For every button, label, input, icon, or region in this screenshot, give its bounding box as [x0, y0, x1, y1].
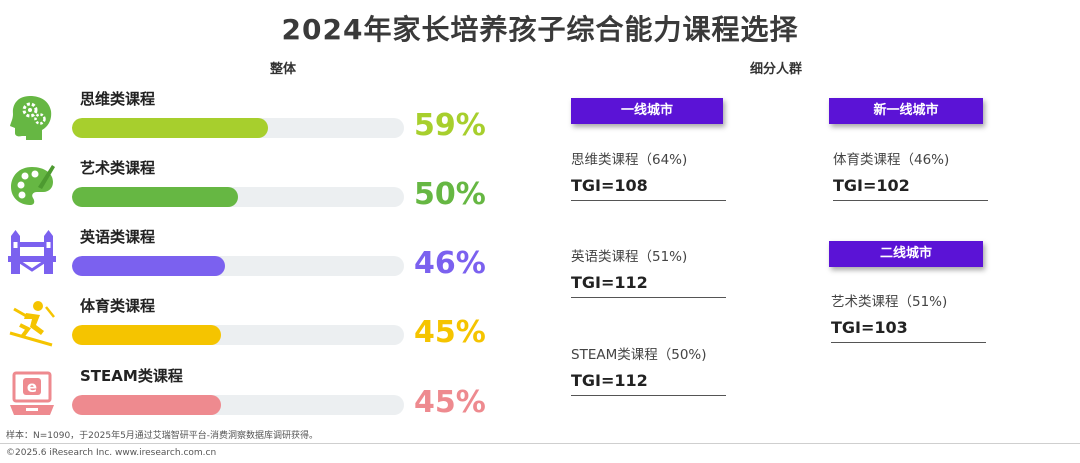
bar-row: e STEAM类课程 45%: [0, 365, 500, 425]
chart-title: 2024年家长培养孩子综合能力课程选择: [281, 13, 799, 46]
segment-course: 思维类课程（64%): [571, 152, 688, 168]
svg-text:e: e: [27, 378, 37, 396]
bar-track: [72, 118, 404, 138]
bar-category-label: 艺术类课程: [80, 159, 156, 177]
bar-category-label: 思维类课程: [80, 90, 156, 108]
bar: [72, 187, 238, 207]
bar-category-label: 体育类课程: [80, 297, 156, 315]
bridge-icon: [8, 230, 56, 274]
bar-value-label: 46%: [414, 246, 486, 281]
segment-course: 艺术类课程（51%): [831, 294, 948, 310]
bar-value-label: 59%: [414, 108, 486, 143]
bar: [72, 325, 222, 345]
bar-row: 英语类课程 46%: [0, 226, 500, 286]
copyright: ©2025.6 iResearch Inc. www.iresearch.com…: [6, 448, 217, 458]
segment-header-new-tier1: 新一线城市: [829, 98, 983, 124]
segment-item: 英语类课程（51%) TGI=112: [571, 245, 726, 298]
bar: [72, 118, 268, 138]
segment-item: 思维类课程（64%) TGI=108: [571, 148, 726, 201]
bar-value-label: 45%: [414, 385, 486, 420]
bar-row: 体育类课程 45%: [0, 295, 500, 355]
bar-category-label: STEAM类课程: [80, 367, 183, 385]
segment-course: 体育类课程（46%): [833, 152, 950, 168]
segment-item: 艺术类课程（51%) TGI=103: [831, 290, 986, 343]
bar-track: [72, 256, 404, 276]
overall-section-label: 整体: [270, 62, 297, 77]
segment-tgi: TGI=108: [571, 176, 726, 201]
skier-icon: [9, 301, 55, 347]
segment-tgi: TGI=102: [833, 176, 988, 201]
segment-course: 英语类课程（51%): [571, 249, 688, 265]
palette-icon: [11, 165, 55, 205]
footer-divider: [0, 443, 1080, 444]
segment-tgi: TGI=112: [571, 273, 726, 298]
bar-value-label: 50%: [414, 177, 486, 212]
segment-tgi: TGI=112: [571, 371, 726, 396]
bar: [72, 256, 225, 276]
segment-section-label: 细分人群: [750, 62, 803, 77]
bar-track: [72, 395, 404, 415]
bar-row: 艺术类课程 50%: [0, 157, 500, 217]
segment-item: 体育类课程（46%) TGI=102: [833, 148, 988, 201]
segment-item: STEAM类课程（50%) TGI=112: [571, 343, 726, 396]
bar-category-label: 英语类课程: [80, 228, 156, 246]
bar-track: [72, 187, 404, 207]
bar: [72, 395, 222, 415]
head-gears-icon: [10, 96, 52, 140]
bar-row: 思维类课程 59%: [0, 88, 500, 148]
segment-header-tier2: 二线城市: [829, 241, 983, 267]
footnote: 样本：N=1090，于2025年5月通过艾瑞智研平台-消费洞察数据库调研获得。: [6, 431, 319, 441]
laptop-e-icon: e: [10, 371, 54, 415]
bar-value-label: 45%: [414, 315, 486, 350]
segment-header-tier1: 一线城市: [571, 98, 723, 124]
bar-track: [72, 325, 404, 345]
segment-tgi: TGI=103: [831, 318, 986, 343]
segment-course: STEAM类课程（50%): [571, 347, 707, 363]
